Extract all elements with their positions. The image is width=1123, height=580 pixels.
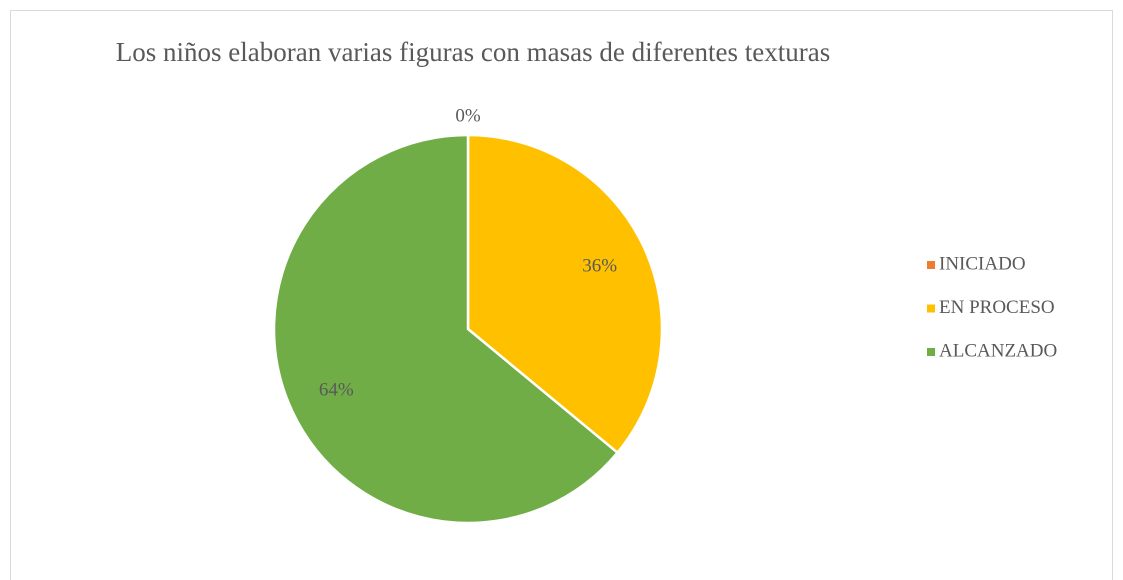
chart-title: Los niños elaboran varias figuras con ma… (116, 37, 831, 67)
legend-swatch (927, 261, 935, 269)
legend-label: ALCANZADO (939, 340, 1057, 361)
data-label: 0% (455, 105, 481, 126)
legend-label: EN PROCESO (939, 297, 1055, 318)
legend-label: INICIADO (939, 253, 1026, 274)
data-label: 36% (582, 255, 617, 276)
legend-swatch (927, 304, 935, 313)
pie-slice (272, 133, 620, 525)
data-label: 64% (319, 379, 354, 400)
legend-swatch (927, 348, 935, 356)
pie-slice (466, 133, 664, 455)
